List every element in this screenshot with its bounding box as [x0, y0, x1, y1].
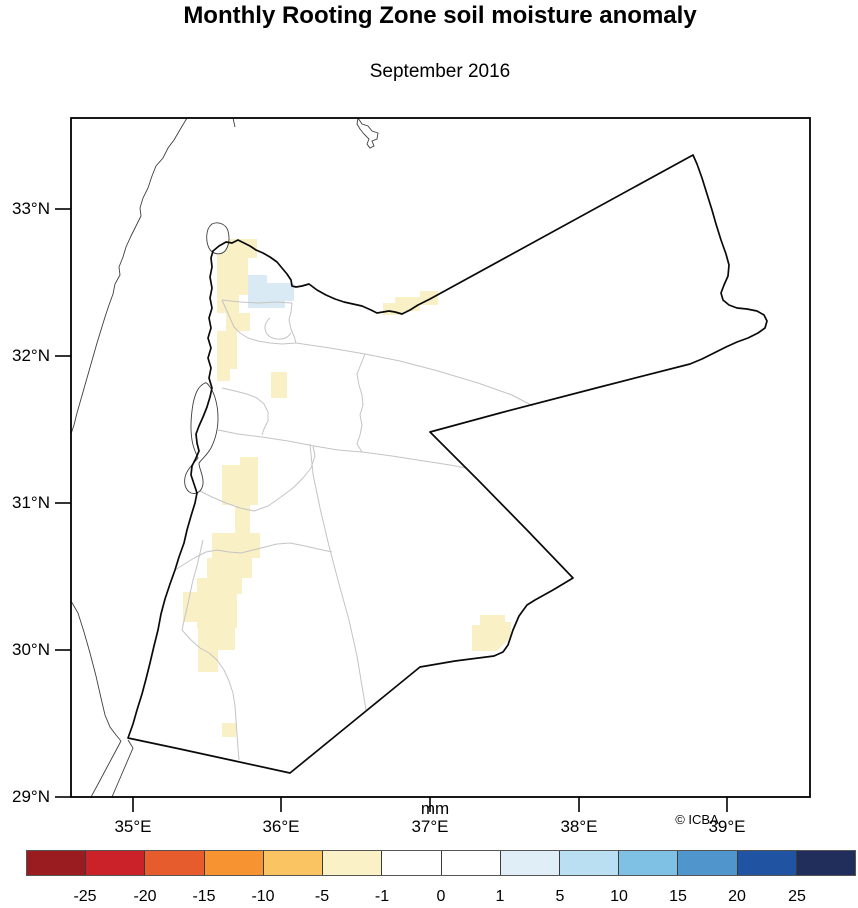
colorbar-cell [559, 851, 620, 875]
units-label: mm [420, 799, 450, 818]
colorbar-cell [737, 851, 797, 875]
lat-tick-label: 33°N [12, 199, 50, 218]
lon-axis-ticks [132, 797, 728, 812]
map-frame [70, 117, 811, 798]
lon-tick-label: 39°E [708, 817, 746, 836]
colorbar-cell [145, 851, 205, 875]
colorbar-cell [441, 851, 501, 875]
colorbar-tick-label: 1 [495, 888, 505, 905]
colorbar [26, 850, 856, 876]
colorbar-tick-label: 20 [728, 888, 746, 905]
lat-tick-label: 29°N [12, 787, 50, 806]
colorbar-tick-label: 25 [788, 888, 806, 905]
colorbar-cell [678, 851, 738, 875]
colorbar-tick-label: -25 [73, 888, 97, 905]
coastline-mediterranean [71, 118, 188, 435]
attribution-label: © ICBA [675, 812, 719, 827]
page-title: Monthly Rooting Zone soil moisture anoma… [183, 2, 697, 29]
colorbar-tick-label: -1 [374, 888, 390, 905]
colorbar-cell [796, 851, 856, 875]
coastline-gulf-of-aqaba [71, 600, 134, 797]
colorbar-tick-label: 0 [436, 888, 446, 905]
admin-boundaries [174, 299, 534, 761]
colorbar-cell [323, 851, 383, 875]
colorbar-tick-label: -15 [192, 888, 216, 905]
lat-tick-label: 31°N [12, 493, 50, 512]
lon-tick-label: 37°E [411, 817, 449, 836]
colorbar-tick-label: -5 [314, 888, 330, 905]
lat-tick-label: 32°N [12, 346, 50, 365]
colorbar-tick-label: 10 [610, 888, 628, 905]
river-squiggle [232, 118, 379, 149]
lon-tick-label: 38°E [560, 817, 598, 836]
dead-sea [184, 382, 219, 494]
colorbar-cell [619, 851, 679, 875]
sea-of-galilee [206, 222, 230, 255]
colorbar-cell [263, 851, 324, 875]
colorbar-cell [500, 851, 560, 875]
negative-anomaly-patches [183, 239, 511, 737]
colorbar-tick-label: 5 [555, 888, 565, 905]
lon-tick-label: 36°E [262, 817, 300, 836]
colorbar-tick-label: 15 [669, 888, 687, 905]
lat-axis-ticks [55, 208, 71, 798]
positive-anomaly-patch [248, 275, 294, 308]
lon-tick-label: 35°E [114, 817, 152, 836]
colorbar-cell [86, 851, 146, 875]
lat-tick-label: 30°N [12, 640, 50, 659]
colorbar-cell [204, 851, 264, 875]
colorbar-cell [27, 851, 87, 875]
colorbar-tick-label: -20 [133, 888, 157, 905]
country-border-jordan [127, 154, 768, 774]
page-subtitle: September 2016 [369, 61, 511, 82]
colorbar-tick-label: -10 [251, 888, 275, 905]
colorbar-cell [382, 851, 442, 875]
